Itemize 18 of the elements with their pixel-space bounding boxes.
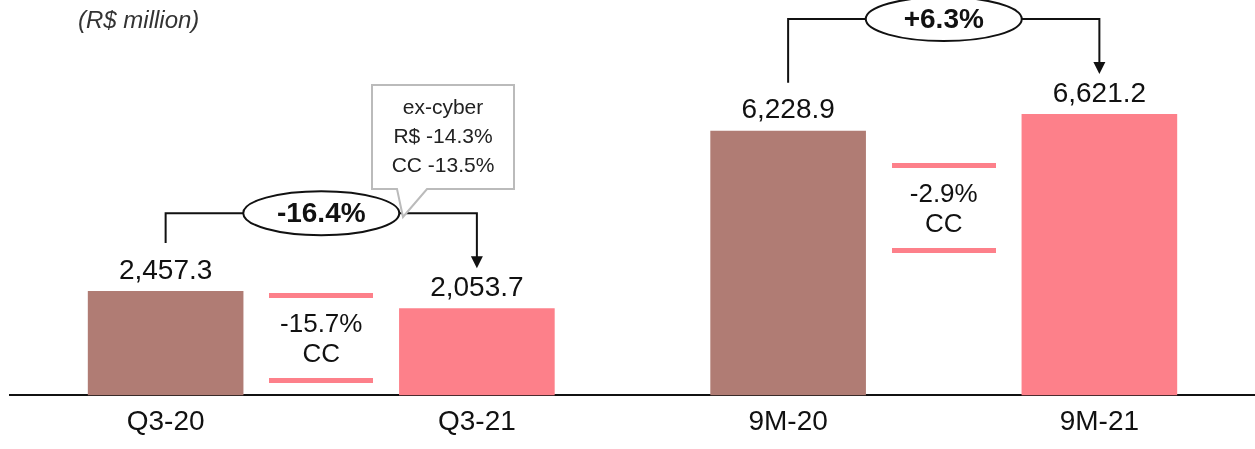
rule-pair: -2.9% CC <box>891 162 996 253</box>
x-tick-label: Q3-20 <box>126 404 205 436</box>
bar <box>710 130 866 396</box>
x-tick-label: 9M-20 <box>748 404 828 436</box>
data-label: 2,457.3 <box>118 253 213 285</box>
text: +6.3% <box>903 2 984 34</box>
bar <box>399 308 555 396</box>
annotation: ex-cyber R$ -14.3% CC -13.5% <box>391 94 495 176</box>
x-tick-label: Q3-21 <box>437 404 516 436</box>
annotation: -16.4% <box>276 196 366 228</box>
bar <box>87 291 244 396</box>
x-tick-label: 9M-21 <box>1059 404 1140 436</box>
data-label: 2,053.7 <box>430 270 524 302</box>
data-label: 6,621.2 <box>1052 76 1147 108</box>
rule-pair: -15.7% CC <box>269 293 374 384</box>
data-label: 6,228.9 <box>741 93 835 125</box>
bar <box>1021 114 1178 396</box>
y-axis-title: (R$ million) <box>78 6 200 34</box>
